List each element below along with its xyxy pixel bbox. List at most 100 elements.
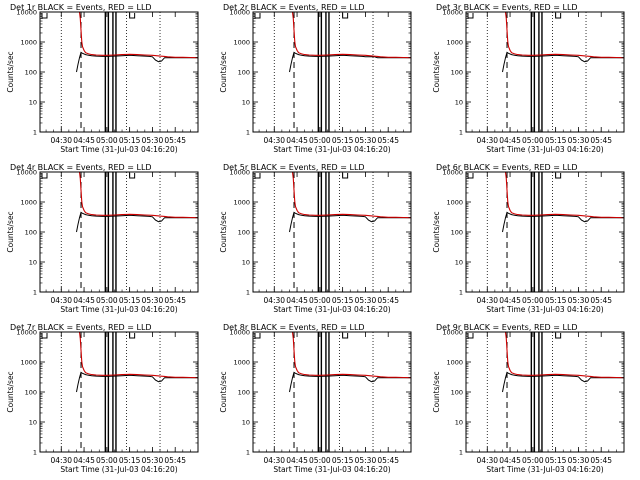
y-axis-label: Counts/sec <box>6 371 15 412</box>
panel-title: Det 3r BLACK = Events, RED = LLD <box>436 3 578 12</box>
x-tick-label: 04:45 <box>499 456 521 465</box>
panel-det-7: Det 7r BLACK = Events, RED = LLD 1 10 100 10… <box>6 323 199 474</box>
y-tick-label: 1000 <box>446 359 463 367</box>
plot-frame <box>252 331 412 453</box>
x-tick-label: 05:45 <box>377 456 399 465</box>
y-tick-label: 100 <box>451 389 463 397</box>
x-tick-label: 05:00 <box>309 456 331 465</box>
series-events-line <box>502 371 624 393</box>
corner-marker-right <box>342 173 349 179</box>
y-tick-label: 10000 <box>229 329 250 337</box>
y-tick-label: 100 <box>25 389 37 397</box>
x-tick-label: 04:45 <box>286 456 308 465</box>
x-tick-label: 04:30 <box>476 456 498 465</box>
panel-title: Det 7r BLACK = Events, RED = LLD <box>10 323 152 332</box>
y-tick-label: 1 <box>246 129 250 137</box>
y-tick-label: 10 <box>29 259 37 267</box>
panel-det-8: Det 8r BLACK = Events, RED = LLD 1 10 100 10… <box>219 323 412 474</box>
corner-marker-left <box>41 173 48 179</box>
x-tick-label: 05:15 <box>545 136 567 145</box>
x-tick-label: 05:30 <box>142 456 164 465</box>
x-axis-label: Start Time (31-Jul-03 04:16:20) <box>273 465 390 474</box>
y-axis-label: Counts/sec <box>219 211 228 252</box>
series-lld-line <box>291 172 411 219</box>
x-tick-label: 05:45 <box>377 136 399 145</box>
series-lld-line <box>504 172 624 219</box>
y-tick-label: 10 <box>242 99 250 107</box>
x-tick-label: 05:00 <box>309 296 331 305</box>
corner-marker-left <box>41 333 48 339</box>
corner-marker-right <box>555 13 562 19</box>
y-tick-label: 100 <box>238 229 250 237</box>
y-axis-label: Counts/sec <box>219 371 228 412</box>
panel-det-9: Det 9r BLACK = Events, RED = LLD 1 10 100 10… <box>432 323 625 474</box>
y-axis-label: Counts/sec <box>432 371 441 412</box>
x-axis-label: Start Time (31-Jul-03 04:16:20) <box>486 145 603 154</box>
x-tick-label: 05:45 <box>590 456 612 465</box>
x-tick-label: 05:00 <box>522 136 544 145</box>
panel-det-3: Det 3r BLACK = Events, RED = LLD 1 10 100 10… <box>432 3 625 154</box>
corner-marker-right <box>129 13 136 19</box>
corner-marker-right <box>342 13 349 19</box>
x-tick-label: 05:15 <box>119 456 141 465</box>
plot-frame <box>39 11 199 133</box>
x-tick-label: 05:15 <box>545 296 567 305</box>
y-tick-label: 100 <box>25 69 37 77</box>
panel-title: Det 2r BLACK = Events, RED = LLD <box>223 3 365 12</box>
y-tick-label: 10000 <box>442 169 463 177</box>
series-events-line <box>502 51 624 73</box>
series-events-line <box>289 371 411 393</box>
x-tick-label: 05:45 <box>590 136 612 145</box>
x-axis-label: Start Time (31-Jul-03 04:16:20) <box>60 305 177 314</box>
corner-marker-left <box>254 333 261 339</box>
panel-det-1: Det 1r BLACK = Events, RED = LLD 1 10 100 10… <box>6 3 199 154</box>
y-tick-label: 10 <box>29 419 37 427</box>
y-tick-label: 10000 <box>229 9 250 17</box>
y-axis-label: Counts/sec <box>6 51 15 92</box>
x-tick-label: 05:15 <box>332 456 354 465</box>
x-tick-label: 05:15 <box>332 136 354 145</box>
y-tick-label: 10 <box>29 99 37 107</box>
x-tick-label: 05:45 <box>164 136 186 145</box>
series-events-line <box>76 51 198 73</box>
y-axis-label: Counts/sec <box>432 51 441 92</box>
x-tick-label: 05:00 <box>309 136 331 145</box>
y-tick-label: 100 <box>238 389 250 397</box>
corner-marker-left <box>467 173 474 179</box>
panel-det-2: Det 2r BLACK = Events, RED = LLD 1 10 100 10… <box>219 3 412 154</box>
panel-title: Det 5r BLACK = Events, RED = LLD <box>223 163 365 172</box>
plot-frame <box>252 11 412 133</box>
plot-frame <box>465 331 625 453</box>
x-tick-label: 04:30 <box>50 136 72 145</box>
y-tick-label: 100 <box>25 229 37 237</box>
x-tick-label: 04:30 <box>263 456 285 465</box>
series-lld-line <box>78 12 198 59</box>
y-tick-label: 10000 <box>16 169 37 177</box>
x-tick-label: 05:30 <box>142 296 164 305</box>
x-tick-label: 05:15 <box>119 296 141 305</box>
series-lld-line <box>291 332 411 379</box>
series-lld-line <box>504 332 624 379</box>
plot-frame <box>465 11 625 133</box>
x-tick-label: 04:30 <box>50 456 72 465</box>
x-tick-label: 05:15 <box>119 136 141 145</box>
y-tick-label: 1 <box>459 129 463 137</box>
x-tick-label: 04:30 <box>476 296 498 305</box>
series-lld-line <box>78 172 198 219</box>
x-tick-label: 05:00 <box>522 296 544 305</box>
y-axis-label: Counts/sec <box>6 211 15 252</box>
x-tick-label: 04:45 <box>73 456 95 465</box>
y-tick-label: 1000 <box>20 199 37 207</box>
x-tick-label: 05:00 <box>96 136 118 145</box>
x-tick-label: 05:45 <box>590 296 612 305</box>
y-tick-label: 10000 <box>16 329 37 337</box>
y-tick-label: 1000 <box>446 39 463 47</box>
x-tick-label: 05:00 <box>96 456 118 465</box>
series-events-line <box>289 211 411 233</box>
y-tick-label: 1000 <box>233 39 250 47</box>
y-tick-label: 10 <box>242 419 250 427</box>
corner-marker-left <box>41 13 48 19</box>
y-axis-label: Counts/sec <box>432 211 441 252</box>
x-tick-label: 05:30 <box>568 456 590 465</box>
